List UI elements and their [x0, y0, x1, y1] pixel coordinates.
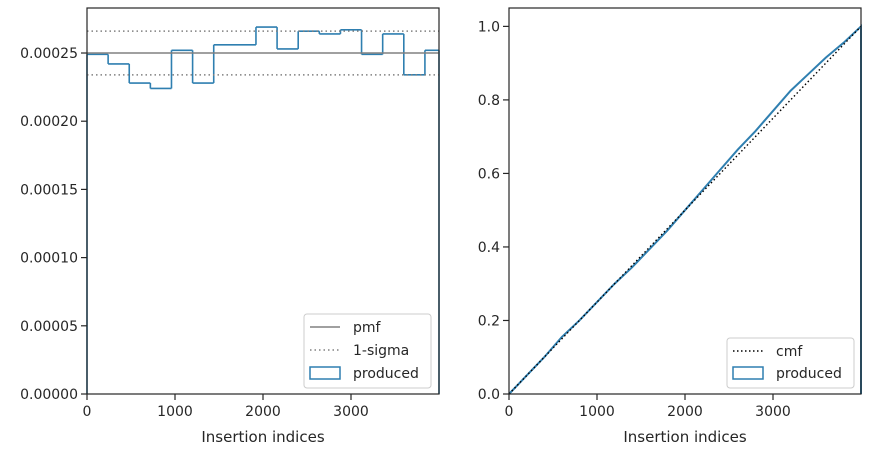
right-legend: cmf produced [726, 337, 855, 389]
left-legend-box [303, 313, 432, 389]
left-x-tick-label: 1000 [157, 404, 193, 420]
left-legend-sigma-label: 1-sigma [353, 343, 409, 359]
chart-left: 0 1000 2000 3000 0.000000.000050.000100.000… [20, 7, 440, 446]
chart-right: 0 1000 2000 3000 0.0 0.2 0.4 0.6 0.8 1.0 Inserti… [478, 7, 862, 446]
left-x-axis-label: Insertion indices [201, 428, 324, 446]
left-legend: pmf 1-sigma produced [303, 313, 432, 389]
right-y-tick-label: 0.2 [478, 313, 500, 329]
right-x-tick-label: 2000 [667, 404, 703, 420]
right-legend-cmf-label: cmf [776, 344, 803, 360]
right-y-tick-label: 0.0 [478, 387, 500, 403]
left-y-tick-label: 0.00010 [20, 251, 78, 267]
left-y-tick-label: 0.00020 [20, 114, 78, 130]
left-y-tick-label: 0.00005 [20, 319, 78, 335]
left-x-tick-label: 0 [83, 404, 92, 420]
right-legend-produced-label: produced [776, 366, 842, 382]
right-y-tick-label: 1.0 [478, 19, 500, 35]
left-y-tick-label: 0.00000 [20, 387, 78, 403]
right-x-tick-label: 1000 [579, 404, 615, 420]
right-legend-box [726, 337, 855, 389]
left-x-tick-label: 3000 [333, 404, 369, 420]
left-y-tick-label: 0.00025 [20, 46, 78, 62]
right-y-tick-label: 0.6 [478, 166, 500, 182]
right-produced-series [508, 24, 862, 395]
left-x-ticks: 0 1000 2000 3000 [83, 394, 369, 420]
right-cmf-line [508, 25, 862, 395]
right-x-ticks: 0 1000 2000 3000 [505, 394, 791, 420]
right-legend-produced-swatch [732, 366, 764, 380]
left-legend-produced-label: produced [353, 366, 419, 382]
right-x-axis-label: Insertion indices [623, 428, 746, 446]
left-y-tick-label: 0.00015 [20, 182, 78, 198]
left-legend-pmf-label: pmf [353, 320, 382, 336]
left-y-ticks: 0.00000 0.00005 0.00010 0.00015 0.00020 0.000… [20, 46, 87, 403]
right-x-tick-label: 0 [505, 404, 514, 420]
left-x-tick-label: 2000 [245, 404, 281, 420]
left-legend-produced-swatch [309, 366, 341, 380]
right-y-ticks: 0.0 0.2 0.4 0.6 0.8 1.0 [478, 19, 509, 403]
right-x-tick-label: 3000 [755, 404, 791, 420]
right-y-tick-label: 0.8 [478, 93, 500, 109]
right-y-tick-label: 0.4 [478, 240, 500, 256]
